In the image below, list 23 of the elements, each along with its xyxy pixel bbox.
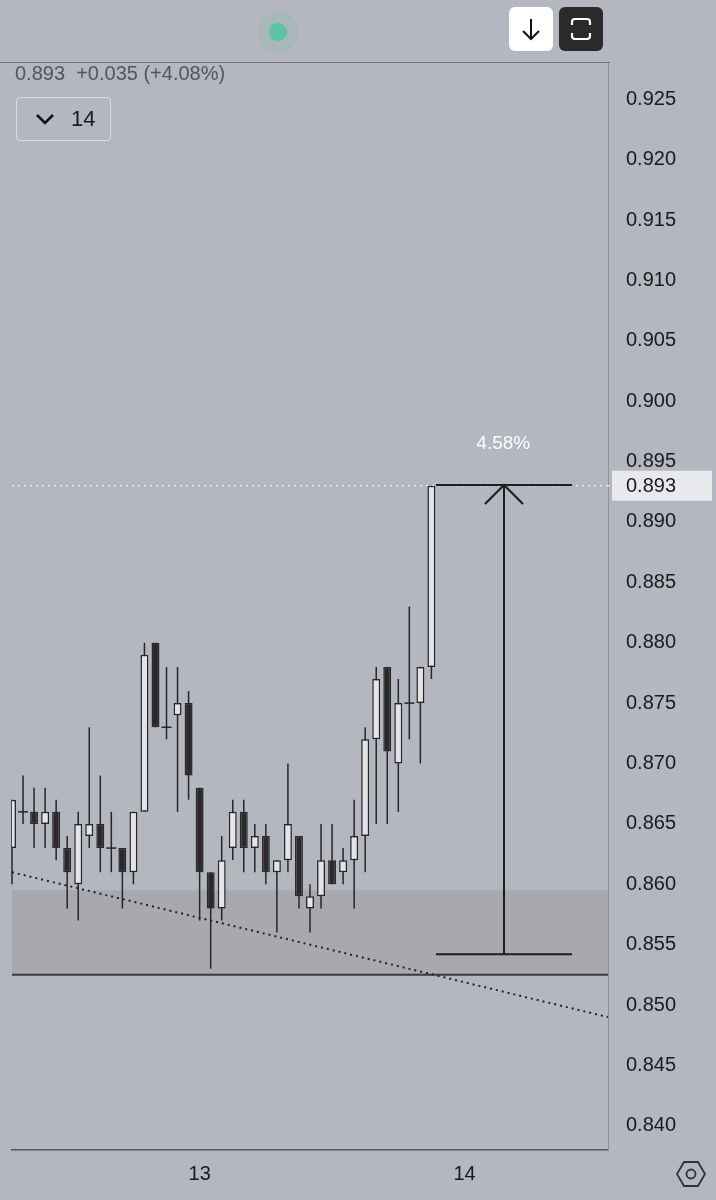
y-tick-label: 0.845: [626, 1052, 677, 1075]
chart-subtitle: 0.893 +0.035 (+4.08%): [15, 62, 226, 85]
y-tick-label: 0.865: [626, 811, 677, 834]
y-tick-label: 0.885: [626, 569, 677, 592]
y-tick-label: 0.915: [626, 207, 677, 230]
y-tick-label: 0.890: [626, 509, 677, 532]
ref-line-label: 0.893: [626, 474, 677, 497]
y-tick-label: 0.880: [626, 630, 677, 653]
y-tick-label: 0.925: [626, 86, 677, 109]
y-tick-label: 0.840: [626, 1113, 677, 1136]
x-tick-label: 13: [188, 1161, 211, 1184]
y-tick-label: 0.895: [626, 449, 677, 472]
y-tick-label: 0.875: [626, 690, 677, 713]
y-tick-label: 0.860: [626, 871, 677, 894]
y-tick-label: 0.850: [626, 992, 677, 1015]
y-tick-label: 0.855: [626, 932, 677, 955]
y-tick-label: 0.870: [626, 751, 677, 774]
y-tick-label: 0.900: [626, 388, 677, 411]
annotation: 14: [71, 106, 96, 132]
annotation: 4.58%: [476, 431, 531, 453]
y-tick-label: 0.910: [626, 267, 677, 290]
y-tick-label: 0.905: [626, 328, 677, 351]
y-tick-label: 0.920: [626, 147, 677, 170]
